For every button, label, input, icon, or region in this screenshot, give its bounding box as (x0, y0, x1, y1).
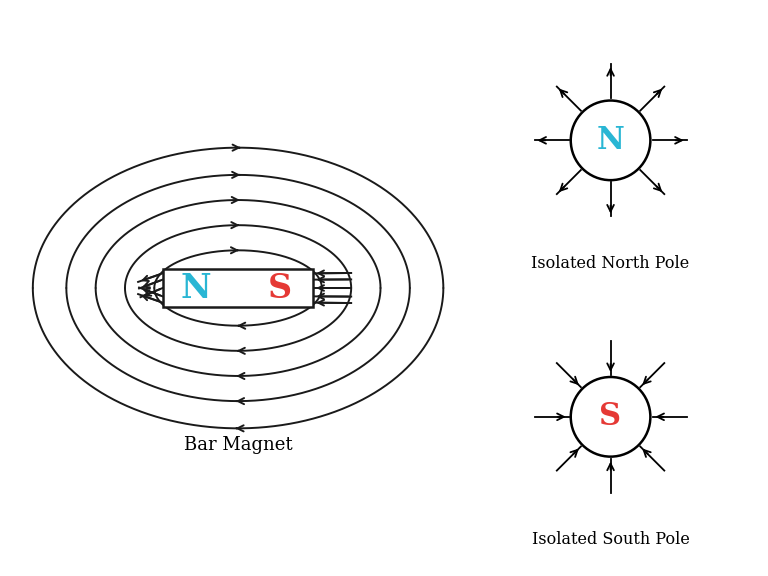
Text: S: S (600, 401, 621, 433)
FancyBboxPatch shape (163, 269, 313, 307)
Text: Bar Magnet: Bar Magnet (184, 436, 293, 454)
Text: S: S (268, 271, 293, 305)
Circle shape (571, 377, 650, 457)
Circle shape (571, 101, 650, 180)
Text: Isolated South Pole: Isolated South Pole (531, 532, 690, 548)
Text: Isolated North Pole: Isolated North Pole (531, 255, 690, 272)
Text: N: N (597, 125, 624, 156)
Text: N: N (180, 271, 211, 305)
